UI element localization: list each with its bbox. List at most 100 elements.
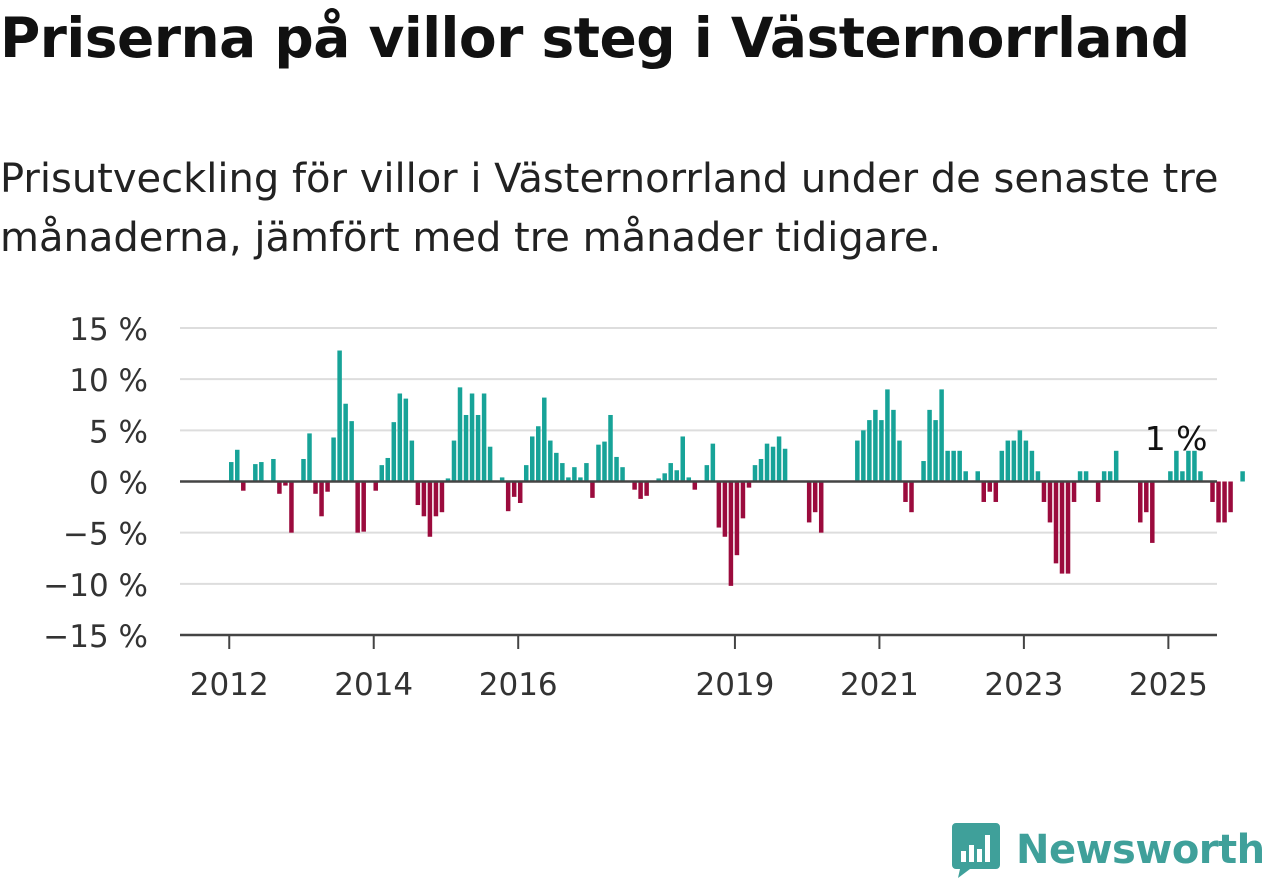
bar — [1192, 450, 1197, 482]
chart-title: Priserna på villor steg i Västernorrland — [0, 6, 1190, 70]
bar — [596, 444, 601, 482]
bar — [758, 458, 764, 482]
bar — [770, 446, 776, 482]
bar — [349, 421, 354, 482]
bar — [259, 462, 264, 482]
bar — [391, 422, 397, 482]
bar — [680, 436, 685, 482]
bar — [776, 436, 782, 482]
bar — [475, 414, 481, 482]
bar — [1216, 481, 1221, 523]
bar — [632, 481, 637, 490]
bar — [415, 481, 421, 506]
bar — [1228, 481, 1233, 513]
bar — [1071, 481, 1077, 502]
bar — [1180, 471, 1185, 482]
bar — [572, 467, 577, 482]
y-tick-label: 15 % — [69, 312, 148, 348]
bar — [530, 436, 535, 482]
bar — [806, 481, 812, 523]
bar — [481, 393, 487, 482]
bar — [590, 481, 595, 498]
bar — [1023, 440, 1029, 482]
bar — [716, 481, 722, 528]
bar — [457, 387, 463, 482]
bar — [764, 443, 770, 482]
bar — [517, 481, 523, 503]
axis-labels: 15 % 10 % 5 % 0 % −5 % −10 % −15 % 2012 2014 2016… — [43, 312, 1208, 703]
x-tick-label: 2016 — [479, 667, 558, 703]
y-tick-label: −10 % — [43, 568, 148, 604]
bar — [963, 471, 968, 482]
bar — [487, 446, 493, 482]
bar — [355, 481, 360, 533]
bar — [1041, 481, 1047, 502]
bar — [373, 481, 378, 491]
x-tick-label: 2023 — [984, 667, 1063, 703]
bar — [1017, 430, 1023, 482]
bar — [433, 481, 439, 517]
bar — [253, 464, 258, 482]
bar — [1083, 471, 1089, 482]
newsworthy-logo-icon — [952, 823, 1000, 878]
bar — [818, 481, 824, 533]
bar — [331, 437, 336, 482]
bar — [662, 473, 667, 482]
bar — [668, 463, 673, 482]
bar — [385, 457, 391, 482]
newsworthy-logo: Newsworthy — [950, 820, 1262, 880]
bar — [987, 481, 993, 492]
bar — [674, 470, 679, 482]
x-tick-label: 2025 — [1129, 667, 1208, 703]
bar — [861, 430, 866, 482]
bar — [307, 433, 312, 482]
bar — [752, 465, 758, 482]
bar — [728, 481, 734, 586]
bar — [909, 481, 914, 513]
bar — [897, 440, 902, 482]
bar — [1198, 471, 1203, 482]
bar — [505, 481, 511, 512]
bar — [614, 456, 619, 482]
bar — [439, 481, 445, 513]
bar — [560, 463, 565, 482]
x-tick-label: 2012 — [190, 667, 269, 703]
bar — [656, 478, 661, 482]
x-tick-label: 2021 — [840, 667, 919, 703]
bar — [1047, 481, 1053, 523]
bar — [277, 481, 282, 494]
bar — [1113, 450, 1119, 482]
bar — [1095, 481, 1101, 502]
bar — [734, 481, 740, 556]
bar — [891, 409, 896, 482]
bar — [782, 448, 788, 482]
bar — [951, 450, 956, 482]
bar — [548, 440, 553, 482]
bar — [704, 465, 710, 482]
bar — [445, 478, 451, 482]
bar — [722, 481, 728, 537]
bar — [523, 465, 529, 482]
bar — [584, 463, 589, 482]
bar — [463, 414, 469, 482]
bar — [1150, 481, 1155, 543]
bar — [421, 481, 427, 517]
bar — [879, 420, 884, 482]
bar — [812, 481, 818, 513]
chart-subtitle: Prisutveckling för villor i Västernorrla… — [0, 156, 1219, 261]
bar — [686, 477, 692, 482]
bar — [361, 481, 366, 532]
bar — [325, 481, 330, 492]
bar — [379, 465, 384, 482]
bar — [975, 471, 980, 482]
bar — [241, 481, 246, 491]
bar — [542, 397, 547, 482]
bar — [1107, 471, 1113, 482]
bar — [921, 461, 926, 482]
bar — [999, 450, 1005, 482]
bar — [746, 481, 752, 488]
bar — [867, 420, 872, 482]
bar — [1240, 471, 1245, 482]
bar — [313, 481, 318, 494]
